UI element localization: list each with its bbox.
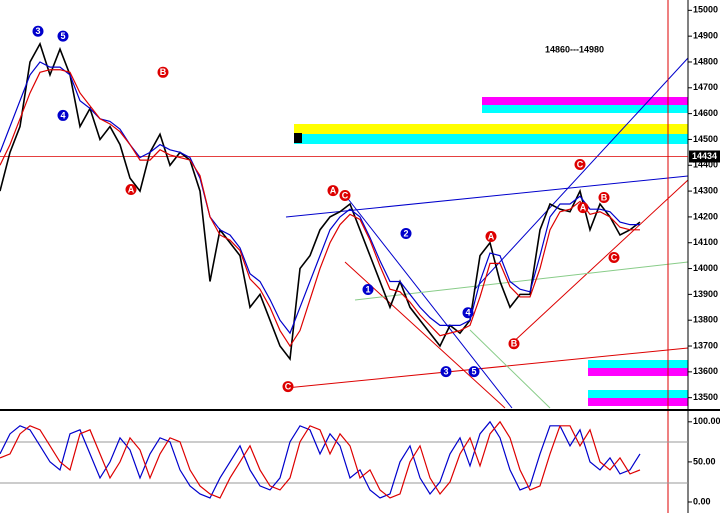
zone	[588, 360, 688, 368]
zone	[482, 105, 688, 113]
wave-label: C	[285, 381, 292, 391]
wave-marker	[400, 227, 412, 239]
wave-marker	[57, 30, 69, 42]
y-tick-label: 14000	[693, 263, 718, 273]
series-line	[0, 41, 641, 361]
trend-line	[344, 194, 513, 409]
annotation: 14860---14980	[545, 44, 604, 54]
wave-marker	[608, 251, 620, 263]
wave-label: A	[330, 185, 337, 195]
y-tick-label: 14900	[693, 31, 718, 41]
y-tick-label: 14600	[693, 108, 718, 118]
level-label: 14434	[692, 151, 717, 161]
wave-marker	[125, 184, 137, 196]
trend-line	[469, 329, 551, 409]
zone	[588, 398, 688, 406]
y-tick-label: 14100	[693, 237, 718, 247]
y-tick-label: 13700	[693, 340, 718, 350]
wave-marker	[440, 366, 452, 378]
wave-marker	[282, 381, 294, 393]
wave-label: B	[511, 339, 518, 349]
wave-label: C	[342, 190, 349, 200]
wave-marker	[339, 189, 351, 201]
wave-label: 3	[35, 26, 40, 36]
wave-marker	[577, 202, 589, 214]
series-line	[0, 69, 640, 348]
wave-marker	[485, 231, 497, 243]
y-tick-label: 14700	[693, 82, 718, 92]
wave-label: 1	[365, 284, 370, 294]
wave-label: 4	[60, 110, 65, 120]
wave-label: 5	[471, 366, 476, 376]
y-tick-label: 100.00	[693, 416, 720, 426]
y-tick-label: 0.00	[693, 496, 711, 506]
wave-marker	[508, 338, 520, 350]
wave-label: C	[577, 159, 584, 169]
y-tick-label: 14500	[693, 134, 718, 144]
wave-marker	[462, 307, 474, 319]
trend-line	[354, 261, 689, 301]
trend-line	[509, 179, 689, 346]
zone	[482, 97, 688, 105]
zone	[294, 134, 688, 144]
y-tick-label: 14300	[693, 185, 718, 195]
wave-label: 4	[465, 308, 470, 318]
wave-label: 5	[60, 31, 65, 41]
wave-label: 2	[403, 228, 408, 238]
y-tick-label: 14200	[693, 211, 718, 221]
y-tick-label: 15000	[693, 5, 718, 15]
series-line	[0, 420, 641, 499]
zone	[588, 368, 688, 376]
wave-marker	[574, 158, 586, 170]
wave-label: B	[160, 67, 167, 77]
y-tick-label: 13600	[693, 366, 718, 376]
wave-label: A	[488, 231, 495, 241]
level-box	[689, 150, 720, 163]
wave-label: B	[601, 192, 608, 202]
wave-label: C	[611, 252, 618, 262]
zone	[294, 124, 688, 134]
series-line	[0, 61, 640, 335]
wave-marker	[32, 25, 44, 37]
wave-label: A	[128, 184, 135, 194]
y-tick-label: 13800	[693, 315, 718, 325]
y-tick-label: 13500	[693, 392, 718, 402]
zone-marker	[294, 133, 302, 143]
y-tick-label: 13900	[693, 289, 718, 299]
y-tick-label: 14400	[693, 160, 718, 170]
wave-marker	[468, 366, 480, 378]
y-tick-label: 50.00	[693, 456, 716, 466]
wave-marker	[157, 66, 169, 78]
wave-marker	[598, 192, 610, 204]
wave-marker	[57, 109, 69, 121]
zone	[588, 390, 688, 398]
wave-label: A	[580, 202, 587, 212]
wave-marker	[362, 283, 374, 295]
wave-label: 3	[443, 366, 448, 376]
trend-line	[285, 347, 689, 389]
wave-marker	[327, 185, 339, 197]
axis-area	[688, 0, 720, 513]
trend-line	[473, 57, 689, 291]
y-tick-label: 14800	[693, 56, 718, 66]
series-line	[0, 420, 641, 499]
